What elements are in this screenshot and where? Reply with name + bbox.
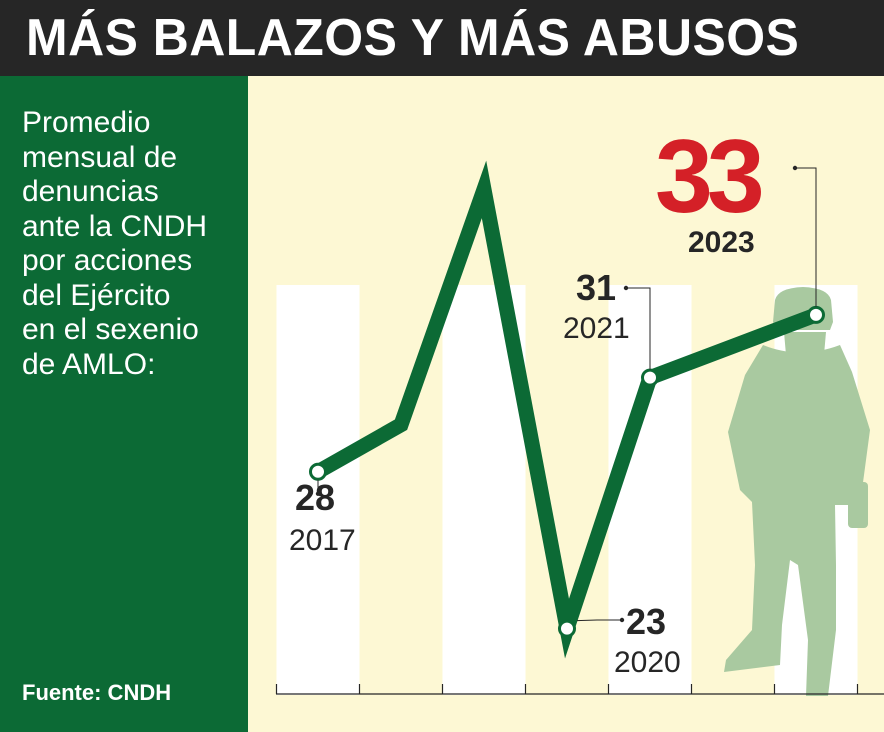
x-axis [275, 684, 884, 695]
year-label-2017: 2017 [289, 524, 356, 557]
year-label-2020: 2020 [614, 646, 681, 679]
leader-2020-dot [619, 617, 625, 623]
data-point-2017 [309, 462, 327, 481]
leader-2021 [626, 287, 651, 370]
page-title: MÁS BALAZOS Y MÁS ABUSOS [26, 9, 800, 67]
value-label-2017: 28 [295, 477, 335, 518]
value-label-2020: 23 [626, 601, 666, 642]
source-note: Fuente: CNDH [22, 680, 172, 705]
data-point-2021 [641, 368, 659, 387]
data-points [309, 305, 825, 638]
data-point-2020 [558, 619, 576, 638]
leader-2020 [576, 619, 622, 622]
line-chart: 28 2017 23 2020 31 2021 33 2023 [275, 119, 884, 696]
value-label-2021: 31 [576, 267, 616, 308]
leader-2023 [795, 167, 817, 307]
value-label-2023: 33 [655, 119, 762, 235]
leader-2017-dot [315, 491, 321, 496]
header-bar: MÁS BALAZOS Y MÁS ABUSOS [0, 0, 884, 76]
year-label-2023: 2023 [688, 226, 755, 259]
data-point-2023 [807, 305, 825, 324]
year-label-2021: 2021 [563, 312, 630, 345]
label-leaders [315, 165, 817, 623]
chart-subtitle: Promedio mensual de denuncias ante la CN… [22, 106, 208, 381]
leader-2023-dot [792, 165, 798, 171]
leader-2021-dot [623, 285, 629, 291]
sidebar-panel [0, 76, 248, 732]
